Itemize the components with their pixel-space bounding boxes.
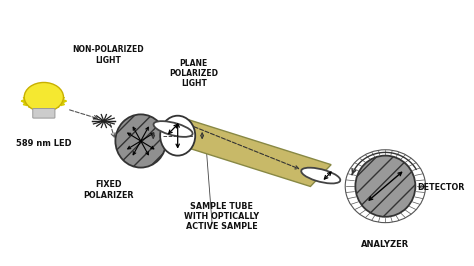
Text: NON-POLARIZED
LIGHT: NON-POLARIZED LIGHT	[73, 45, 144, 65]
FancyBboxPatch shape	[33, 109, 55, 118]
Ellipse shape	[160, 116, 195, 156]
Polygon shape	[163, 118, 331, 186]
Ellipse shape	[154, 121, 192, 137]
Text: FIXED
POLARIZER: FIXED POLARIZER	[83, 180, 134, 200]
Text: PLANE
POLARIZED
LIGHT: PLANE POLARIZED LIGHT	[169, 59, 219, 88]
Text: SAMPLE TUBE
WITH OPTICALLY
ACTIVE SAMPLE: SAMPLE TUBE WITH OPTICALLY ACTIVE SAMPLE	[184, 202, 259, 231]
Text: 589 nm LED: 589 nm LED	[16, 139, 72, 148]
Ellipse shape	[356, 156, 415, 217]
Ellipse shape	[115, 114, 166, 168]
Ellipse shape	[301, 168, 340, 184]
Text: DETECTOR: DETECTOR	[418, 183, 465, 192]
Ellipse shape	[345, 150, 426, 223]
Ellipse shape	[24, 82, 64, 112]
Text: ANALYZER: ANALYZER	[361, 240, 410, 249]
